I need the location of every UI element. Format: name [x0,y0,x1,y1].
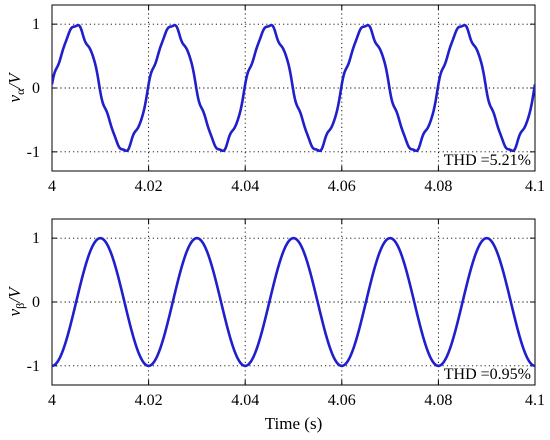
panel-2-xlabel: Time (s) [265,414,322,433]
panel-1-xtick-label: 4.06 [328,178,356,195]
panel-2-xtick-label: 4 [48,392,56,409]
panel-1-xtick-label: 4.02 [135,178,163,195]
panel-2-xtick-label: 4.1 [525,392,545,409]
panel-1-xtick-label: 4 [48,178,56,195]
panel-1-xtick-label: 4.08 [424,178,452,195]
panel-2-xtick-label: 4.04 [231,392,259,409]
panel-2-xtick-label: 4.08 [424,392,452,409]
panel-2-ytick-label: 1 [32,230,40,247]
panel-1-thd-annotation: THD =5.21% [444,152,531,169]
panel-2-xtick-label: 4.02 [135,392,163,409]
panel-2-thd-annotation: THD =0.95% [444,366,531,383]
panel-1-ylabel: vα/V [5,71,27,103]
panel-2-ylabel: vβ/V [5,285,27,316]
panel-1-ytick-label: 1 [32,16,40,33]
panel-2-xtick-label: 4.06 [328,392,356,409]
panel-1-xtick-label: 4.04 [231,178,259,195]
panel-2-ytick-label: -1 [27,358,40,375]
panel-1-xtick-label: 4.1 [525,178,545,195]
panel-1-ytick-label: -1 [27,144,40,161]
panel-1-waveform-line [52,23,535,153]
panel-2: 4 4.02 4.04 4.06 4.08 4.1 -1 0 1 vβ/V Time (s) THD … [5,218,545,433]
panel-2-waveform-line [52,236,535,368]
panel-1-ytick-label: 0 [32,80,40,97]
panel-2-ytick-label: 0 [32,294,40,311]
panel-1: 4 4.02 4.04 4.06 4.08 4.1 -1 0 1 vα/V THD =5.21% [5,4,545,195]
